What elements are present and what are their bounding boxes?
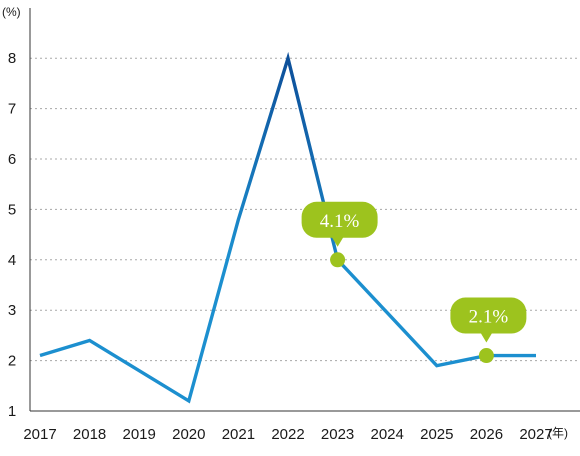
x-unit-label: (年) (548, 426, 568, 440)
x-tick-label: 2017 (23, 426, 56, 443)
callout-tail (331, 236, 344, 247)
y-tick-label: 2 (8, 353, 16, 370)
callout-tail (480, 332, 493, 343)
y-tick-label: 6 (8, 151, 16, 168)
series-line (39, 51, 536, 404)
annotation-callout: 2.1% (450, 297, 527, 343)
axes (29, 8, 580, 412)
callout-bubble (301, 201, 378, 238)
annotations: 4.1% 2.1% (301, 201, 527, 364)
annotation-marker (478, 348, 494, 364)
annotation-marker (330, 252, 346, 268)
y-tick-label: 4 (8, 252, 16, 269)
x-tick-label: 2025 (420, 426, 453, 443)
series (39, 51, 536, 404)
x-tick-label: 2018 (73, 426, 106, 443)
x-tick-label: 2021 (222, 426, 255, 443)
y-tick-label: 3 (8, 302, 16, 319)
y-tick-labels: 1 2 3 4 5 6 7 8 (8, 50, 16, 420)
y-tick-label: 5 (8, 201, 16, 218)
x-tick-label: 2027 (519, 426, 552, 443)
callout-bubble (450, 297, 527, 334)
x-tick-label: 2020 (172, 426, 205, 443)
annotation-callout: 4.1% (301, 201, 378, 247)
y-tick-label: 8 (8, 50, 16, 67)
y-unit-label: (%) (2, 5, 21, 19)
y-tick-label: 1 (8, 403, 16, 420)
callout-label: 2.1% (469, 307, 509, 328)
x-tick-label: 2026 (470, 426, 503, 443)
x-tick-label: 2022 (271, 426, 304, 443)
x-tick-label: 2019 (123, 426, 156, 443)
x-tick-labels: 2017 2018 2019 2020 2021 2022 2023 2024 2025 2026… (23, 426, 552, 443)
y-tick-label: 7 (8, 101, 16, 118)
x-tick-label: 2024 (371, 426, 404, 443)
callout-label: 4.1% (320, 211, 360, 232)
x-tick-label: 2023 (321, 426, 354, 443)
